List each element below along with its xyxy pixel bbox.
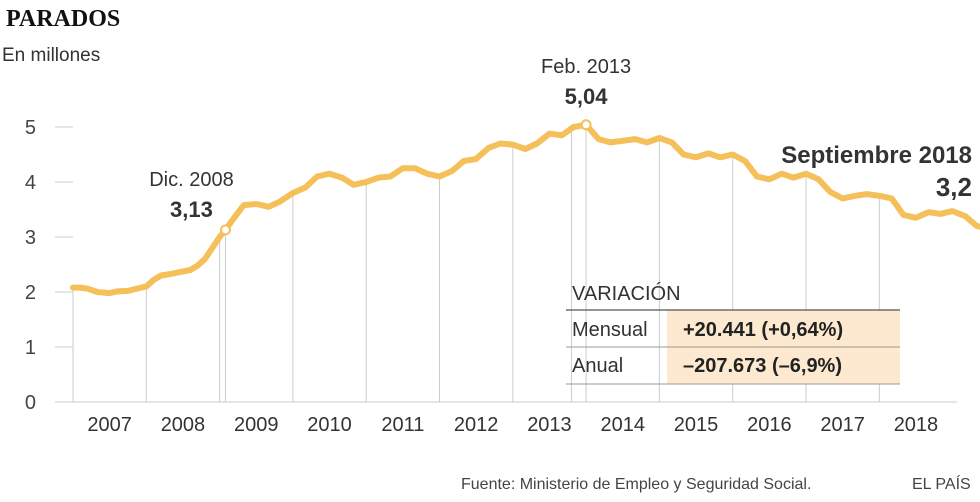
- x-tick-label: 2012: [454, 414, 499, 436]
- y-tick-label: 2: [25, 282, 36, 304]
- brand-credit: EL PAÍS: [912, 474, 971, 493]
- x-tick-label: 2008: [161, 414, 206, 436]
- annotation-value: 3,13: [170, 197, 213, 222]
- table-row-label-monthly: Mensual: [572, 319, 648, 341]
- annotation-marker: [580, 119, 592, 131]
- y-tick-label: 5: [25, 117, 36, 139]
- x-tick-label: 2017: [820, 414, 865, 436]
- annotation-label: Feb. 2013: [541, 56, 631, 78]
- source-note: Fuente: Ministerio de Empleo y Seguridad…: [461, 476, 811, 493]
- annotation-value: 3,2: [936, 172, 972, 202]
- x-axis: 2007 2008 2009 2010 2011 2012 2013 2014 2015 2016…: [72, 124, 957, 436]
- table-row-label-annual: Anual: [572, 355, 623, 377]
- table-row-value-annual: –207.673 (–6,9%): [683, 355, 842, 377]
- annotations: Dic. 2008 3,13 Feb. 2013 5,04 Septiembre 201…: [149, 56, 972, 402]
- x-tick-label: 2018: [894, 414, 939, 436]
- annotation-marker: [219, 224, 231, 236]
- chart-subtitle: En millones: [2, 45, 100, 66]
- x-tick-label: 2010: [307, 414, 352, 436]
- y-tick-label: 0: [25, 392, 36, 414]
- annotation-label: Dic. 2008: [149, 169, 234, 191]
- annotation-label: Septiembre 2018: [781, 142, 972, 169]
- x-tick-label: 2014: [601, 414, 646, 436]
- y-tick-label: 3: [25, 227, 36, 249]
- x-tick-label: 2016: [747, 414, 792, 436]
- x-tick-label: 2015: [674, 414, 719, 436]
- chart-title: PARADOS: [6, 6, 120, 32]
- variation-table: VARIACIÓN Mensual +20.441 (+0,64%) Anual…: [566, 282, 900, 385]
- series-layer: [70, 121, 980, 297]
- x-tick-label: 2013: [527, 414, 572, 436]
- y-axis: 0 1 2 3 4 5: [25, 117, 73, 414]
- y-tick-label: 1: [25, 337, 36, 359]
- y-tick-label: 4: [25, 172, 36, 194]
- annotation-value: 5,04: [565, 84, 609, 109]
- table-row-value-monthly: +20.441 (+0,64%): [683, 319, 843, 341]
- x-tick-label: 2007: [87, 414, 132, 436]
- series-line: [70, 121, 980, 297]
- x-tick-label: 2009: [234, 414, 279, 436]
- x-tick-label: 2011: [381, 414, 424, 436]
- table-header: VARIACIÓN: [572, 282, 681, 305]
